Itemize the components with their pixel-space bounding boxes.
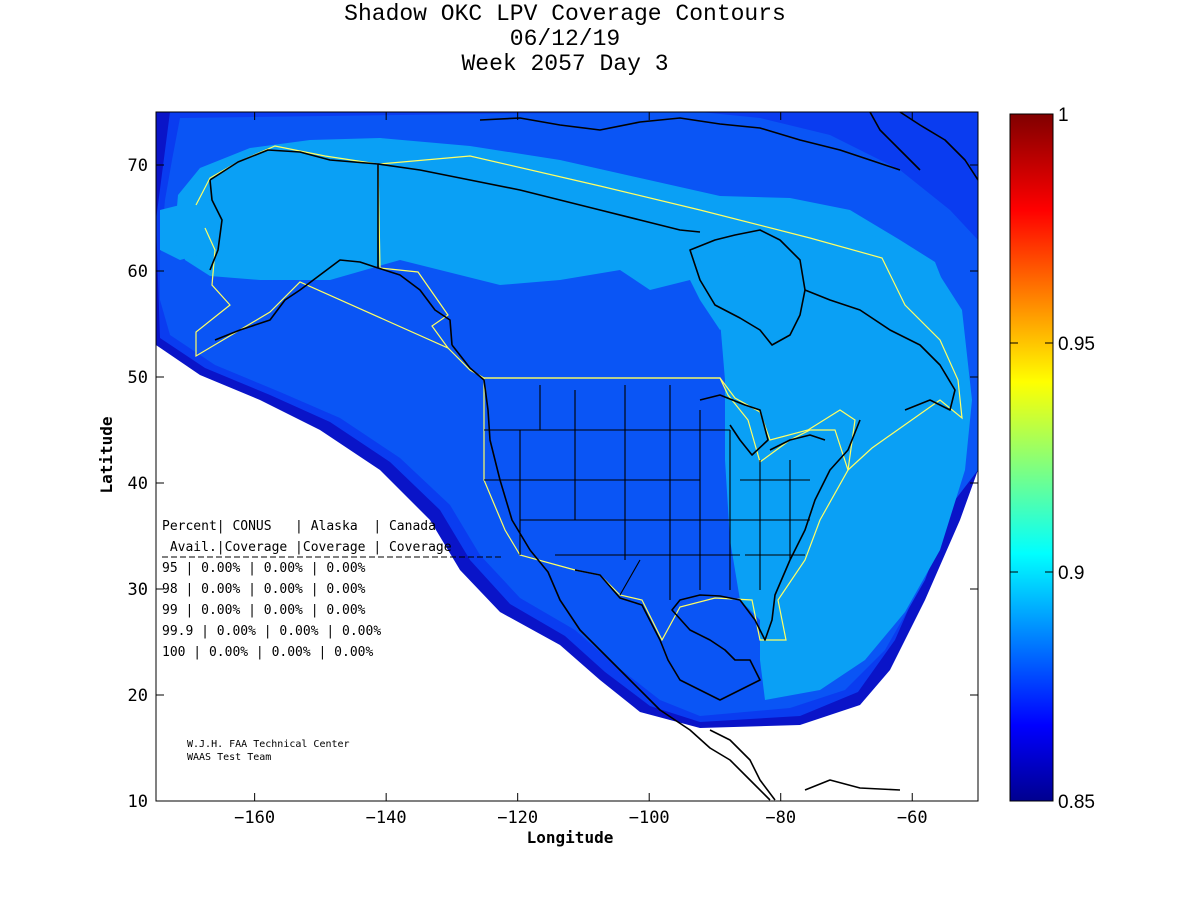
hudson-bay-coast — [689, 229, 806, 346]
y-tick-label: 70 — [128, 156, 148, 176]
table-header-1: Percent| CONUS | Alaska | Canada — [162, 519, 436, 534]
x-tick-label: −120 — [497, 808, 538, 828]
chart-title-line1: Shadow OKC LPV Coverage Contours — [344, 1, 786, 27]
y-tick-label: 40 — [128, 474, 148, 494]
labrador-coast — [804, 289, 956, 411]
colorbar-tick-label: 0.9 — [1058, 563, 1084, 584]
alaska-boundary — [195, 145, 450, 358]
canada-arctic-coast — [377, 117, 901, 233]
x-tick-label: −100 — [629, 808, 670, 828]
pacific-coast — [451, 344, 771, 801]
x-tick-label: −80 — [765, 808, 796, 828]
coverage-contours — [156, 112, 978, 801]
coverage-table: Percent| CONUS | Alaska | Canada Avail.|… — [162, 519, 502, 660]
y-axis-title: Latitude — [97, 416, 116, 493]
table-header-2: Avail.|Coverage |Coverage | Coverage — [162, 540, 452, 555]
us-state-boundaries — [484, 385, 810, 600]
table-row: 99.9 | 0.00% | 0.00% | 0.00% — [162, 624, 381, 639]
state-lines — [484, 385, 810, 600]
chart-title-line2: 06/12/19 — [509, 26, 621, 52]
y-tick-label: 10 — [128, 792, 148, 812]
x-tick-label: −140 — [366, 808, 407, 828]
credit-line-1: W.J.H. FAA Technical Center — [187, 739, 350, 750]
great-lakes — [699, 394, 826, 456]
x-axis-ticks: −160 −140 −120 −100 −80 −60 — [234, 112, 928, 828]
alaska-coast — [209, 149, 453, 346]
x-tick-label: −160 — [234, 808, 275, 828]
table-rows: 95 | 0.00% | 0.00% | 0.00% 98 | 0.00% | … — [162, 561, 381, 660]
y-tick-label: 50 — [128, 368, 148, 388]
table-row: 99 | 0.00% | 0.00% | 0.00% — [162, 603, 366, 618]
colorbar-tick-label: 0.95 — [1058, 334, 1095, 355]
credit-line-2: WAAS Test Team — [187, 752, 271, 763]
table-row: 98 | 0.00% | 0.00% | 0.00% — [162, 582, 366, 597]
y-tick-label: 60 — [128, 262, 148, 282]
central-america-coast — [709, 729, 901, 801]
table-row: 100 | 0.00% | 0.00% | 0.00% — [162, 645, 373, 660]
y-axis-ticks: 10 20 30 40 50 60 70 — [128, 156, 978, 812]
map-frame — [155, 111, 979, 802]
colorbar: 0.85 0.9 0.95 1 — [1009, 105, 1095, 813]
colorbar-tick-label: 0.85 — [1058, 792, 1095, 813]
colorbar-gradient — [1009, 113, 1054, 802]
high-availability-region-west — [160, 200, 225, 260]
greenland-coast — [869, 112, 978, 181]
x-axis-title: Longitude — [527, 828, 614, 847]
y-tick-label: 20 — [128, 686, 148, 706]
x-tick-label: −60 — [897, 808, 928, 828]
y-tick-label: 30 — [128, 580, 148, 600]
table-row: 95 | 0.00% | 0.00% | 0.00% — [162, 561, 366, 576]
canada-boundary — [379, 155, 963, 472]
chart-title-line3: Week 2057 Day 3 — [461, 51, 669, 77]
colorbar-ticks: 0.85 0.9 0.95 1 — [1010, 105, 1095, 813]
colorbar-tick-label: 1 — [1058, 105, 1069, 126]
